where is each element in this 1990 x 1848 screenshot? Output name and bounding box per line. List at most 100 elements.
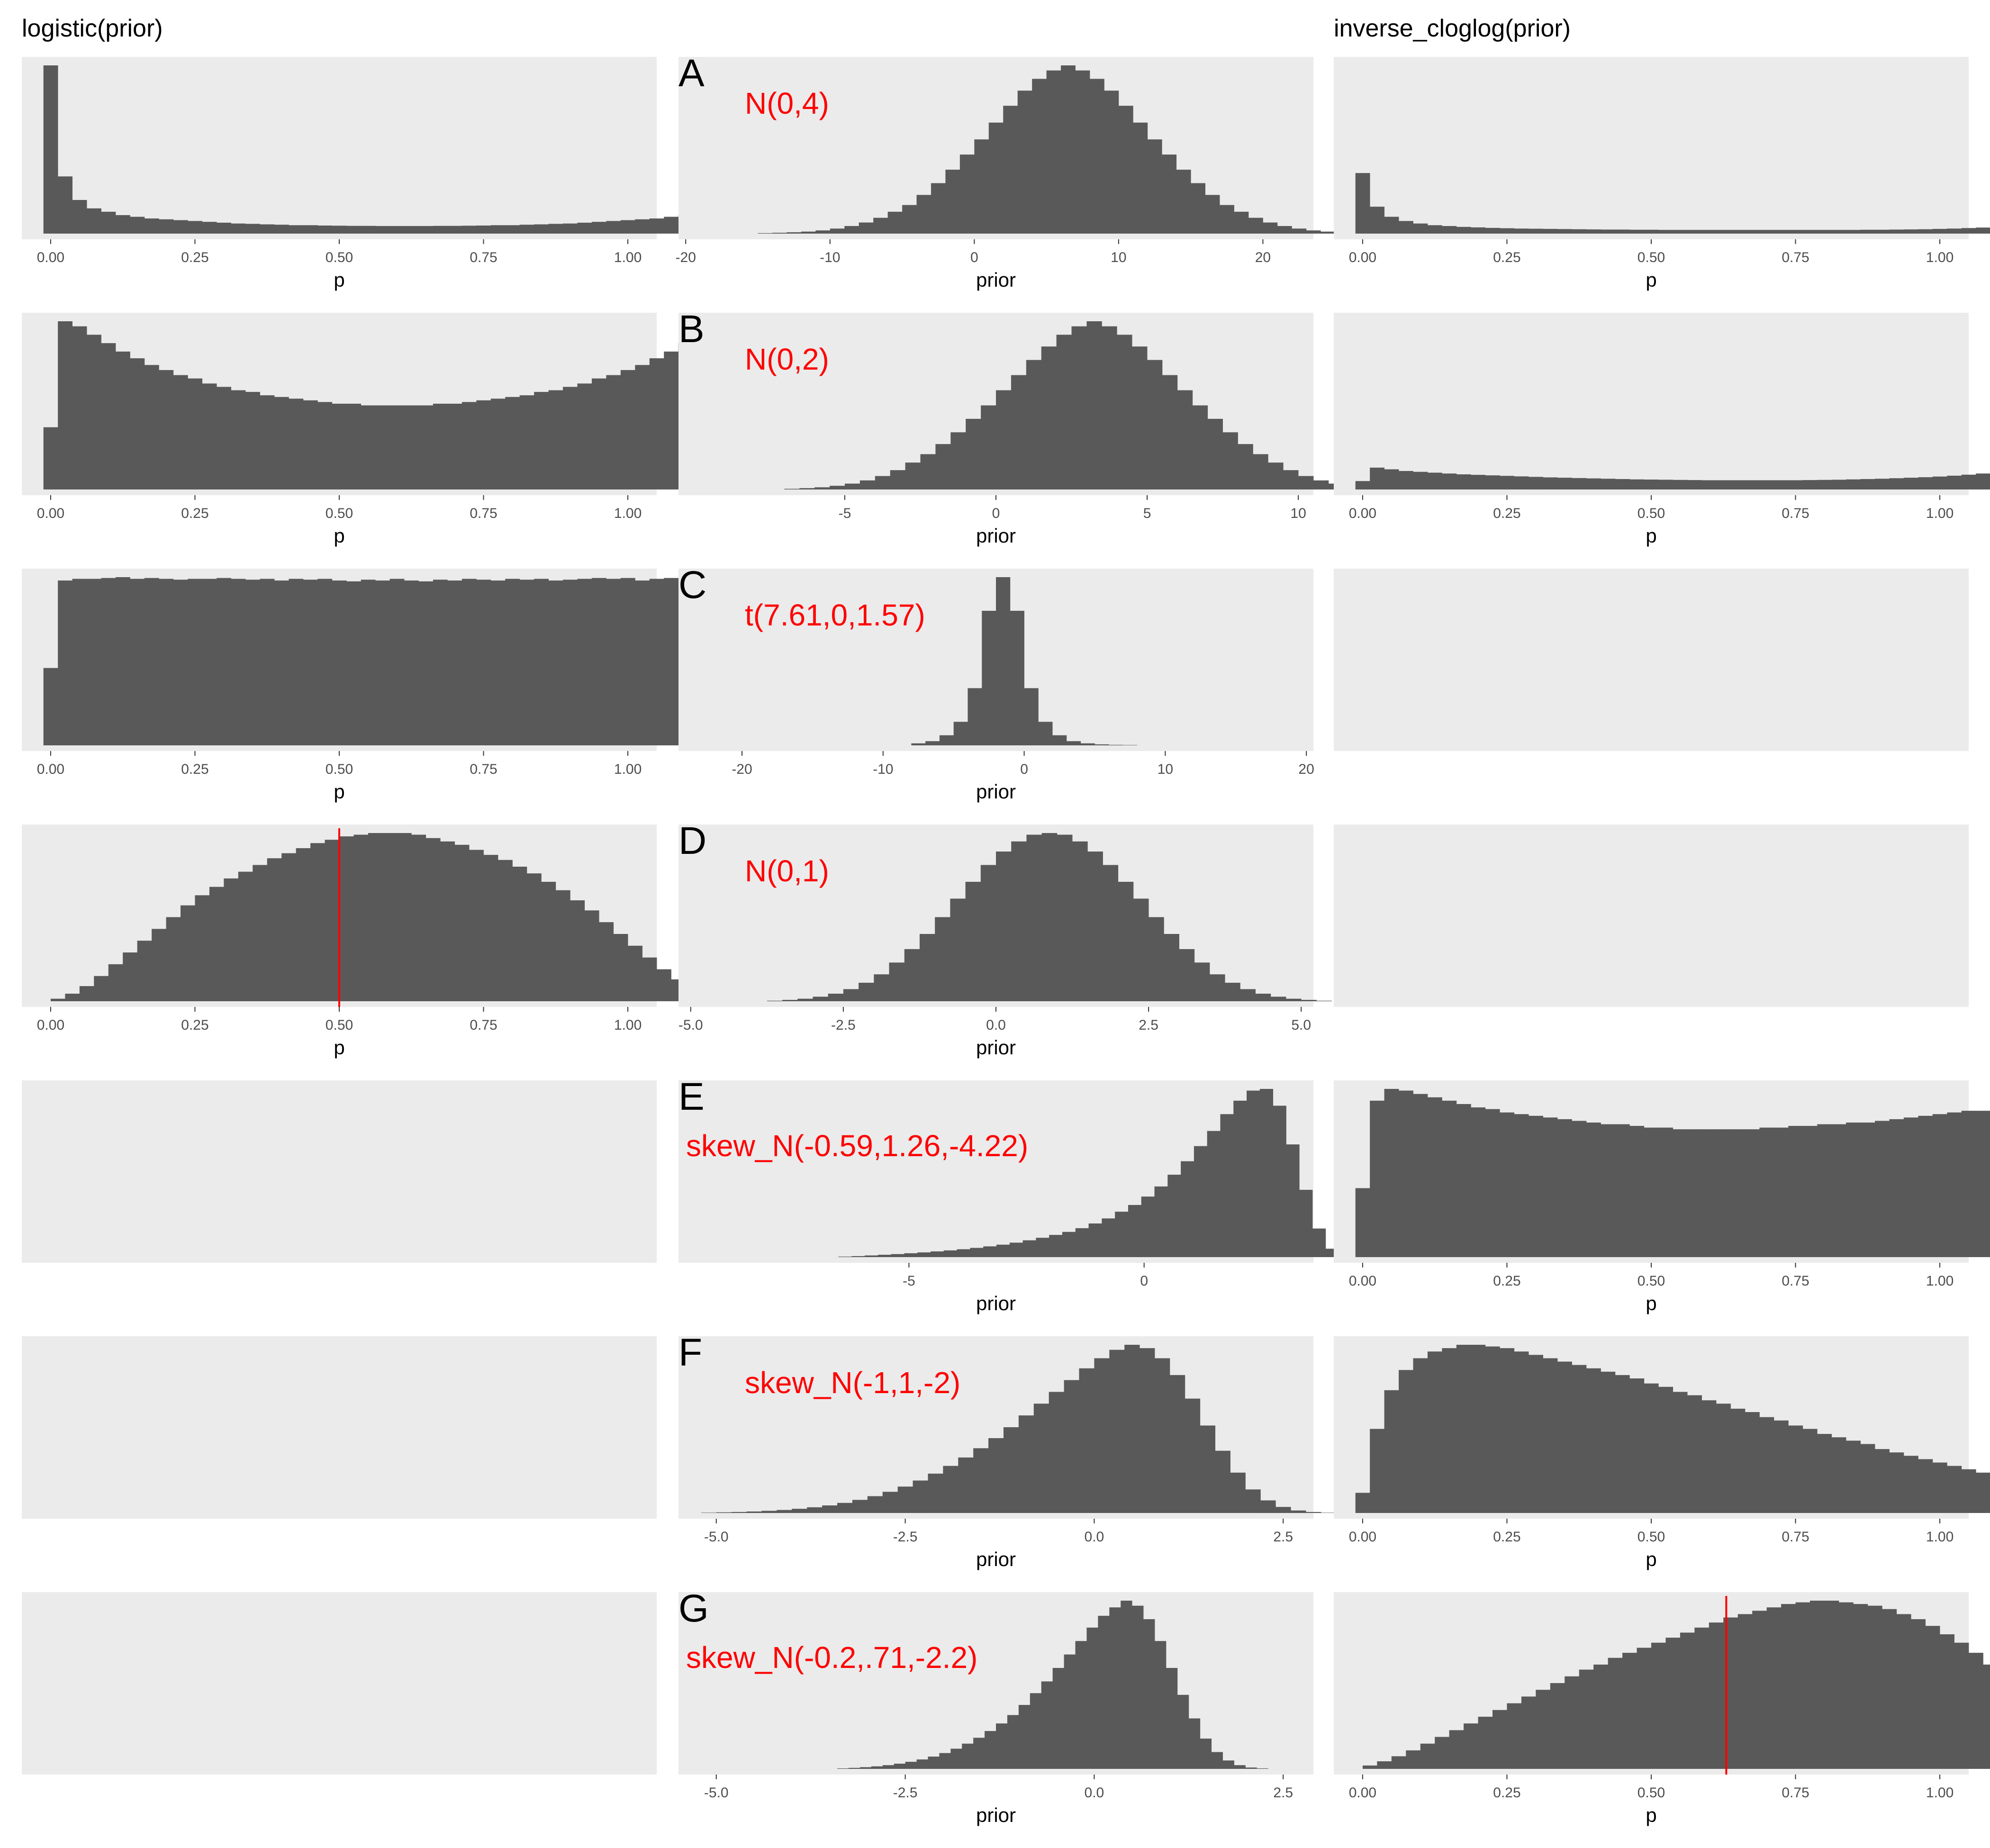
histogram-bar <box>130 358 145 489</box>
histogram-bar <box>43 668 58 745</box>
histogram-bar <box>1586 1368 1601 1513</box>
x-tick-label: 0.00 <box>37 761 64 777</box>
histogram-bar <box>1086 321 1102 489</box>
histogram-bar <box>1141 1196 1155 1257</box>
histogram-bar <box>1133 898 1149 1001</box>
histogram-bar <box>1384 217 1399 234</box>
histogram-bar <box>1312 1228 1326 1257</box>
histogram-bar <box>1253 454 1268 489</box>
x-tick-label: -2.5 <box>831 1017 856 1033</box>
histogram-bar <box>1773 1420 1789 1513</box>
histogram-bar <box>996 577 1011 745</box>
x-tick-label: 0 <box>992 506 1000 521</box>
histogram-bar <box>534 579 549 745</box>
histogram-bar <box>1601 1371 1616 1513</box>
histogram-bar <box>1838 1602 1854 1769</box>
histogram-bar <box>1109 1350 1125 1513</box>
x-tick-label: 20 <box>1255 250 1271 265</box>
histogram-bar <box>1572 1365 1587 1513</box>
histogram-bar <box>1543 1358 1558 1513</box>
histogram-bar <box>1586 1123 1601 1257</box>
histogram-bar <box>1557 478 1572 489</box>
histogram-bar <box>1846 479 1861 489</box>
histogram-bar <box>1456 1345 1471 1513</box>
x-tick-label: 0.25 <box>1493 1785 1520 1801</box>
histogram-bar <box>1644 229 1659 234</box>
histogram-bar <box>447 226 462 234</box>
histogram-bar <box>1147 360 1163 489</box>
histogram-bar <box>1673 230 1688 234</box>
x-tick-label: 0.50 <box>1637 506 1665 521</box>
histogram-bar <box>361 226 376 234</box>
panel-background <box>22 1592 657 1775</box>
histogram-bar <box>1109 1607 1121 1769</box>
histogram-bar <box>1370 207 1384 234</box>
histogram-bar <box>1615 1124 1630 1257</box>
histogram-bar <box>1665 1638 1681 1769</box>
histogram-bar <box>159 219 174 234</box>
histogram-bar <box>101 211 116 234</box>
histogram-bar <box>1384 1089 1399 1257</box>
histogram-bar <box>469 850 484 1001</box>
histogram-bar <box>130 217 145 234</box>
histogram-bar <box>1471 475 1486 489</box>
histogram-bar <box>1478 1716 1493 1769</box>
histogram-bar <box>346 403 362 489</box>
x-tick-label: 0.25 <box>1493 250 1520 265</box>
histogram-bar <box>1485 475 1500 489</box>
x-axis-label: p <box>1646 1292 1656 1314</box>
histogram-bar <box>1018 1705 1031 1769</box>
histogram-bar <box>591 378 606 489</box>
histogram-bar <box>1543 477 1558 489</box>
x-tick-label: 0.75 <box>470 506 497 521</box>
histogram-bar <box>852 1500 868 1513</box>
distribution-annotation: skew_N(-1,1,-2) <box>745 1366 960 1400</box>
histogram-bar <box>289 579 304 745</box>
histogram-bar <box>1270 996 1286 1001</box>
histogram-bar <box>1011 841 1027 1001</box>
histogram-bar <box>245 392 260 489</box>
histogram-bar <box>440 841 455 1001</box>
histogram-bar <box>202 579 217 745</box>
histogram-bar <box>1286 998 1302 1002</box>
histogram-bar <box>1427 1351 1442 1513</box>
histogram-bar <box>1194 962 1210 1001</box>
x-tick-label: 10 <box>1158 761 1173 777</box>
histogram-bar <box>375 580 390 745</box>
histogram-bar <box>58 176 72 234</box>
histogram-bar <box>1046 70 1061 234</box>
histogram-bar <box>1615 1375 1630 1513</box>
histogram-bar <box>931 1251 944 1257</box>
histogram-bar <box>1413 223 1428 234</box>
x-tick-label: 0.50 <box>1637 250 1665 265</box>
histogram-bar <box>563 387 578 489</box>
histogram-bar <box>797 998 813 1002</box>
histogram-bar <box>1947 475 1962 489</box>
histogram-bar <box>361 580 376 746</box>
histogram-bar <box>1557 229 1572 234</box>
histogram-bar <box>642 957 657 1001</box>
histogram-bar <box>461 226 477 234</box>
histogram-bar <box>389 579 405 745</box>
histogram-bar <box>905 1762 917 1769</box>
histogram-bar <box>152 929 166 1001</box>
histogram-bar <box>144 218 159 234</box>
histogram-bar <box>904 1253 918 1257</box>
x-tick-label: 5 <box>1143 506 1151 521</box>
panel-B-logistic: 0.00 0.25 0.50 0.75 1.00 p <box>22 313 765 547</box>
x-tick-label: 0.0 <box>1085 1529 1104 1545</box>
histogram-bar <box>1075 1228 1089 1257</box>
histogram-bar <box>620 220 635 234</box>
panel-B-prior: -5 0 5 10 prior B N(0,2) <box>678 308 1389 547</box>
histogram-bar <box>217 578 231 746</box>
histogram-bar <box>1658 230 1673 234</box>
histogram-bar <box>1194 1146 1208 1257</box>
x-tick-label: 0.75 <box>470 250 497 265</box>
histogram-bar <box>1121 1601 1132 1769</box>
histogram-bar <box>173 220 188 234</box>
histogram-bar <box>1976 1111 1990 1257</box>
histogram-bar <box>1248 217 1263 234</box>
histogram-bar <box>1954 1642 1969 1769</box>
histogram-bar <box>1245 1767 1257 1769</box>
histogram-bar <box>1155 1358 1170 1513</box>
